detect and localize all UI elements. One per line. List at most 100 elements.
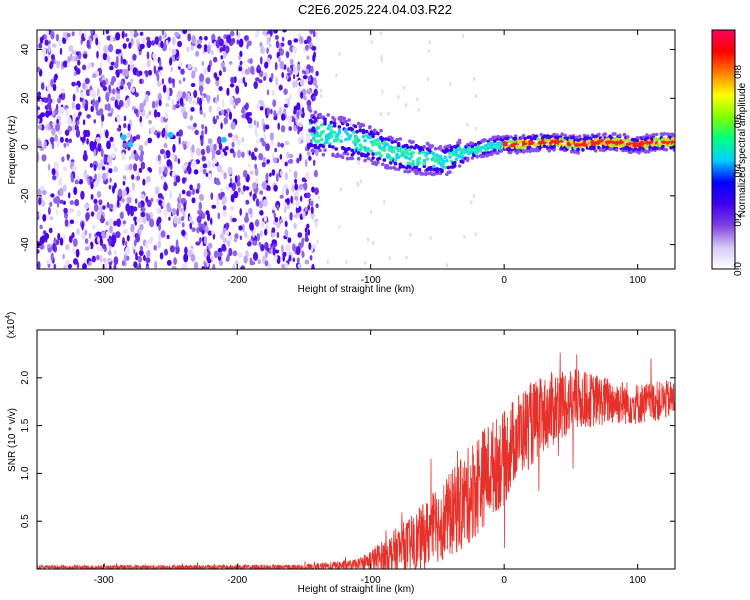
spectrogram-cell [457,164,462,168]
spectrogram-cell [308,242,312,250]
spectrogram-cell [217,247,223,254]
spectrogram-cell [157,193,163,199]
spectrogram-cell [359,179,363,184]
spectrogram-cell [651,133,656,137]
spectrogram-cell [122,180,126,186]
spectrogram-cell [108,44,114,53]
spectrogram-cell [335,73,338,78]
spectrogram-cell [68,235,73,243]
spectrogram-cell [292,64,296,73]
spectrogram-cell [116,116,121,123]
spectrogram-cell [159,252,164,260]
spectrogram-cell [233,237,238,243]
spectrogram-cell [301,251,305,258]
spectrogram-cell [124,68,129,78]
spectrogram-cell [253,81,258,90]
spectrogram-cell [457,138,462,143]
spectrogram-cell [245,102,249,111]
snr-series-line [37,352,675,569]
spectrogram-cell [338,224,341,229]
spectrogram-cell [171,265,177,269]
spectrogram-cell [284,161,288,167]
spectrogram-cell [301,107,305,114]
spectrogram-cell [218,259,224,266]
spectrogram-cell [501,135,505,139]
spectrogram-cell [405,255,408,260]
spectrogram-cell [518,139,523,143]
spectrogram-cell [94,99,100,107]
spectrogram-cell [48,125,51,131]
x-tick-label: -200 [227,575,247,586]
spectrogram-cell [110,107,114,115]
colorbar-tick-label: 0.0 [733,262,744,276]
spectrogram-cell [38,42,43,49]
spectrogram-cell [312,149,316,153]
spectrogram-cell [304,231,308,239]
spectrogram-cell [75,123,78,130]
snr-y-label: SNR (10 * v/v) [7,408,18,472]
spectrogram-cell [478,148,483,153]
spectrogram-cell [195,241,201,246]
spectrogram-cell [65,259,70,266]
spectrogram-cell [469,147,473,152]
spectrogram-cell [113,220,117,227]
spectrogram-cell [299,153,302,162]
spectrogram-cell [165,103,170,107]
spectrogram-cell [229,233,232,242]
spectrogram-cell [106,55,111,63]
spectrogram-cell [184,246,188,255]
spectrogram-cell [314,220,319,228]
spectrogram-cell [416,97,419,102]
spectrogram-cell [473,142,478,147]
spectrogram-cell [114,99,119,109]
spectrogram-cell [611,140,616,145]
spectrogram-cell [96,231,102,236]
spectrogram-cell [300,239,304,248]
spectrogram-cell [254,163,258,170]
spectrogram-cell [252,251,259,261]
spectrogram-cell [145,265,150,269]
spectrogram-cell [238,67,243,72]
spectrogram-cell [358,148,363,152]
spectrogram-cell [238,78,244,84]
spectrogram-cell [121,152,126,161]
spectrogram-cell [110,61,115,66]
spectrogram-marks [37,30,675,269]
spectrogram-cell [189,115,193,121]
spectrogram-cell [138,167,143,173]
spectrogram-cell [84,229,88,236]
spectrogram-cell [139,102,145,111]
spectrogram-cell [245,112,250,121]
spectrogram-cell [369,140,374,144]
spectrogram-cell [163,181,167,190]
spectrogram-cell [318,115,323,119]
spectrogram-cell [435,153,440,158]
spectrogram-cell [257,259,261,265]
spectrogram-cell [296,212,301,218]
spectrogram-cell [648,145,652,149]
spectrogram-cell [237,252,243,259]
spectrogram-cell [221,99,225,108]
spectrogram-cell [224,230,230,236]
spectrogram-cell [119,85,124,90]
spectrogram-cell [82,53,88,59]
spectrogram-cell [316,239,319,244]
spectrogram-cell [257,64,261,71]
spectrogram-cell [139,31,144,36]
spectrogram-cell [211,230,215,235]
spectrogram-cell [37,261,41,269]
spectrogram-cell [239,60,243,65]
y-tick-label: -40 [20,237,31,252]
spectrogram-cell [441,159,446,164]
spectrogram-cell [218,86,223,92]
spectrogram-cell [313,110,318,115]
spectrogram-cell [133,163,138,172]
spectrogram-cell [576,147,580,151]
spectrogram-cell [315,133,319,138]
spectrogram-cell [46,259,51,265]
spectrogram-cell [302,75,308,80]
spectrogram-cell [486,153,491,157]
spectrogram-cell [162,84,167,94]
spectrogram-cell [195,50,200,57]
spectrogram-cell [558,142,563,147]
